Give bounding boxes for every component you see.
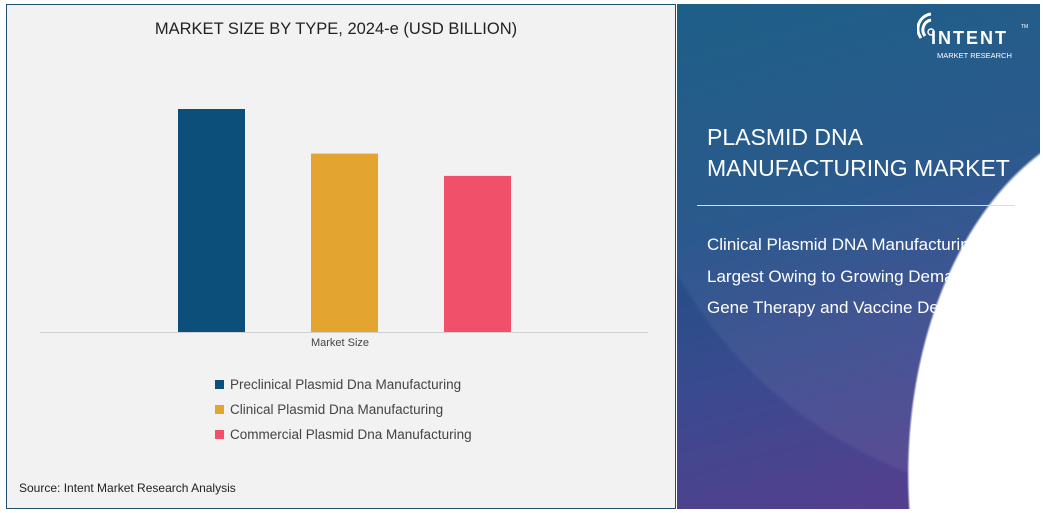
chart-title: MARKET SIZE BY TYPE, 2024-e (USD BILLION… — [154, 20, 518, 38]
bar-clinical-plasmid-dna-manufacturing — [311, 153, 378, 332]
legend-item: Preclinical Plasmid Dna Manufacturing — [215, 372, 472, 397]
bar-preclinical-plasmid-dna-manufacturing — [178, 109, 245, 332]
divider — [697, 205, 1015, 206]
intent-logo: INTENT TM MARKET RESEARCH — [917, 12, 1037, 64]
legend-label: Commercial Plasmid Dna Manufacturing — [230, 427, 472, 442]
legend-swatch — [215, 380, 224, 389]
legend: Preclinical Plasmid Dna Manufacturing Cli… — [215, 372, 472, 447]
x-axis-label: Market Size — [310, 337, 370, 349]
legend-item: Clinical Plasmid Dna Manufacturing — [215, 397, 472, 422]
logo-sub: MARKET RESEARCH — [937, 51, 1012, 60]
legend-label: Clinical Plasmid Dna Manufacturing — [230, 402, 444, 417]
signal-icon — [917, 12, 935, 39]
market-description: Clinical Plasmid DNA Manufacturing Is La… — [707, 235, 1018, 317]
legend-item: Commercial Plasmid Dna Manufacturing — [215, 422, 472, 447]
legend-label: Preclinical Plasmid Dna Manufacturing — [230, 377, 462, 392]
bar-chart — [40, 109, 648, 333]
legend-swatch — [215, 430, 224, 439]
info-panel: INTENT TM MARKET RESEARCH PLASMID DNA MA… — [677, 4, 1040, 509]
source-note: Source: Intent Market Research Analysis — [19, 481, 236, 495]
bar-commercial-plasmid-dna-manufacturing — [444, 175, 511, 332]
legend-swatch — [215, 405, 224, 414]
market-headline: PLASMID DNA MANUFACTURING MARKET — [707, 124, 1010, 181]
logo-name: INTENT — [931, 28, 1008, 48]
logo-tm: TM — [1021, 24, 1029, 30]
